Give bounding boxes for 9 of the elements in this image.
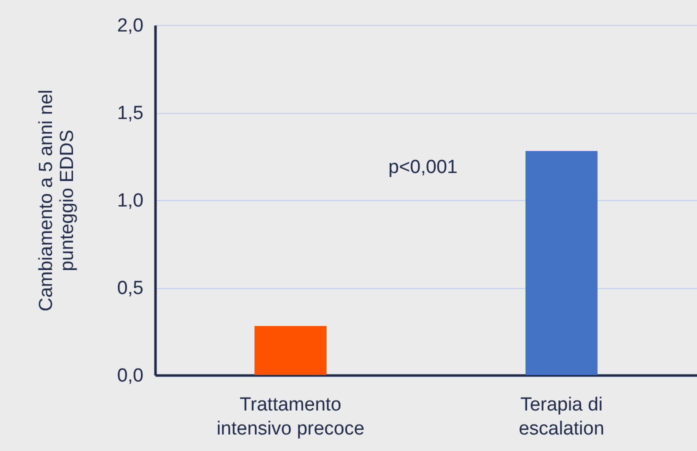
y-tick-label: 0,0	[117, 366, 144, 386]
y-tick-label: 2,0	[117, 16, 144, 36]
annotation: p<0,001	[388, 157, 458, 178]
x-tick-label: Trattamento intensivo precoce	[216, 394, 364, 440]
y-tick-label: 1,0	[117, 190, 144, 212]
y-axis-title: Cambiamento a 5 anni nel punteggio EDDS	[36, 90, 78, 312]
y-tick-label: 0,5	[117, 278, 144, 299]
x-tick-label: Terapia di escalation	[518, 394, 604, 440]
y-tick-label: 1,5	[117, 103, 144, 124]
